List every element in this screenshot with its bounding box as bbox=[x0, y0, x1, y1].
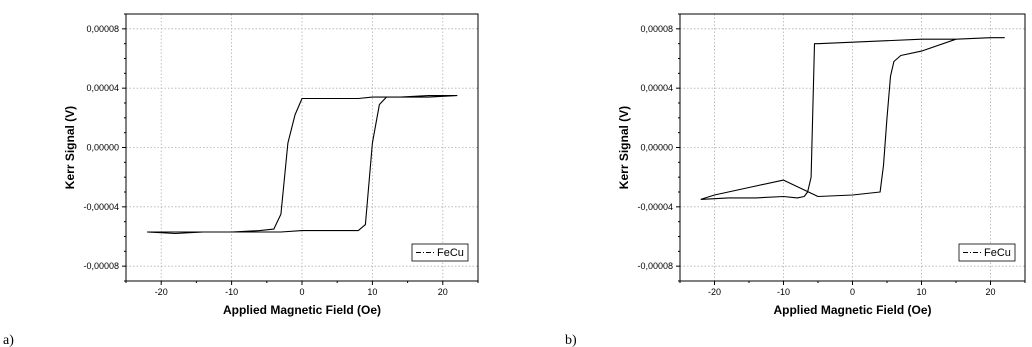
y-axis-title: Kerr Signal (V) bbox=[63, 106, 77, 189]
y-tick-label: -0,00004 bbox=[637, 202, 673, 212]
y-tick-label: 0,00004 bbox=[86, 83, 119, 93]
x-tick-label: 20 bbox=[985, 287, 995, 297]
series-line-FeCu bbox=[147, 95, 458, 235]
x-tick-label: 10 bbox=[367, 287, 377, 297]
y-tick-label: 0,00008 bbox=[640, 24, 673, 34]
x-axis-title: Applied Magnetic Field (Oe) bbox=[223, 303, 381, 317]
y-axis-title: Kerr Signal (V) bbox=[617, 106, 631, 189]
legend-label: FeCu bbox=[984, 247, 1011, 259]
y-tick-label: -0,00008 bbox=[83, 261, 119, 271]
x-tick-label: -20 bbox=[155, 287, 168, 297]
legend: FeCu bbox=[958, 243, 1016, 262]
chart-panel-0: -20 -10 0 10 20 -0,00008 -0,00004 0,00000 0,0000… bbox=[3, 13, 479, 347]
legend-box bbox=[411, 243, 469, 262]
y-tick-label: 0,00000 bbox=[86, 143, 119, 153]
x-tick-label: 0 bbox=[299, 287, 304, 297]
x-tick-label: 20 bbox=[438, 287, 448, 297]
legend-label: FeCu bbox=[437, 247, 464, 259]
x-axis-title: Applied Magnetic Field (Oe) bbox=[773, 303, 931, 317]
y-tick-label: -0,00004 bbox=[83, 202, 119, 212]
y-tick-label: -0,00008 bbox=[637, 261, 673, 271]
y-tick-label: 0,00004 bbox=[640, 83, 673, 93]
series-line-FeCu bbox=[700, 37, 1005, 200]
y-tick-label: 0,00008 bbox=[86, 24, 119, 34]
panel-label: b) bbox=[565, 333, 577, 347]
y-tick-label: 0,00000 bbox=[640, 143, 673, 153]
x-tick-label: -10 bbox=[777, 287, 790, 297]
chart-panel-1: -20 -10 0 10 20 -0,00008 -0,00004 0,00000 0,0000… bbox=[565, 13, 1026, 347]
panel-label: a) bbox=[3, 333, 14, 347]
x-tick-label: -20 bbox=[708, 287, 721, 297]
x-tick-label: 0 bbox=[850, 287, 855, 297]
legend-box bbox=[958, 243, 1016, 262]
x-tick-label: -10 bbox=[225, 287, 238, 297]
x-tick-label: 10 bbox=[916, 287, 926, 297]
legend: FeCu bbox=[411, 243, 469, 262]
